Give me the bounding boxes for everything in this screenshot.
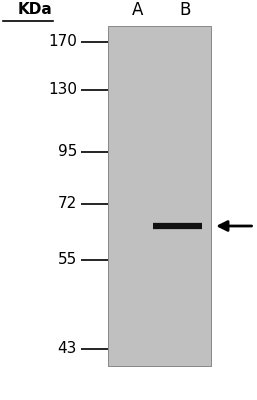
- Bar: [108, 26, 211, 366]
- Text: 95: 95: [58, 144, 77, 160]
- Text: 130: 130: [48, 82, 77, 98]
- Text: 55: 55: [58, 252, 77, 268]
- Text: KDa: KDa: [18, 2, 53, 18]
- Text: B: B: [179, 1, 191, 19]
- Text: 72: 72: [58, 196, 77, 212]
- Text: 43: 43: [58, 341, 77, 356]
- Text: A: A: [132, 1, 143, 19]
- Text: 170: 170: [48, 34, 77, 50]
